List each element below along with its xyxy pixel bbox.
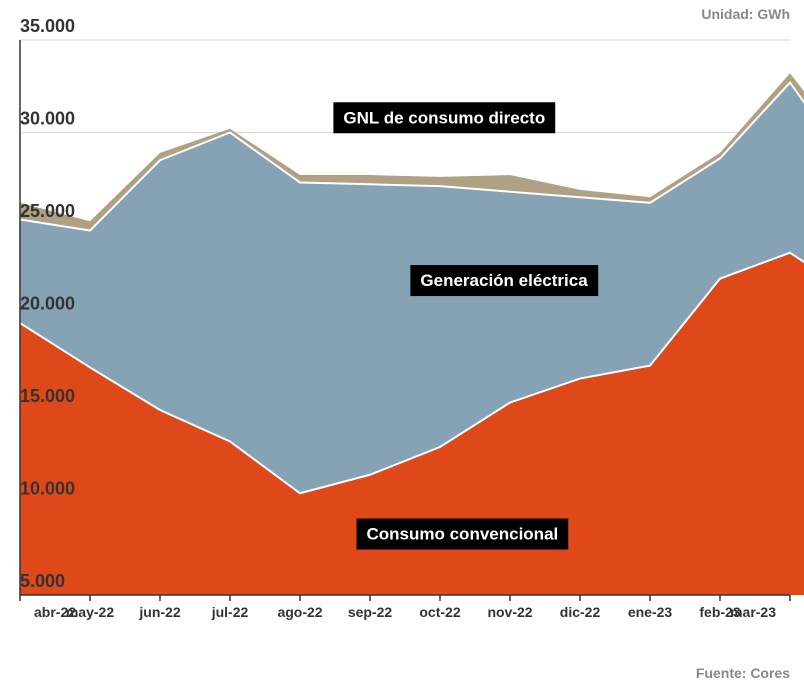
svg-text:Consumo convencional: Consumo convencional bbox=[367, 525, 559, 544]
svg-text:GNL de consumo directo: GNL de consumo directo bbox=[343, 108, 545, 127]
svg-text:15.000: 15.000 bbox=[20, 386, 75, 406]
svg-text:20.000: 20.000 bbox=[20, 294, 75, 314]
source-label: Fuente: Cores bbox=[696, 665, 790, 681]
svg-text:5.000: 5.000 bbox=[20, 571, 65, 591]
unit-label: Unidad: GWh bbox=[701, 6, 790, 22]
svg-text:oct-22: oct-22 bbox=[419, 604, 460, 620]
svg-text:nov-22: nov-22 bbox=[487, 604, 532, 620]
svg-text:ago-22: ago-22 bbox=[277, 604, 322, 620]
svg-text:dic-22: dic-22 bbox=[560, 604, 601, 620]
chart-container: Unidad: GWh 5.000 10.000 15.000 20.000 25.00… bbox=[0, 0, 804, 687]
svg-text:30.000: 30.000 bbox=[20, 109, 75, 129]
svg-text:ene-23: ene-23 bbox=[628, 604, 673, 620]
svg-text:25.000: 25.000 bbox=[20, 201, 75, 221]
area-chart: 5.000 10.000 15.000 20.000 25.000 30.000 35.00… bbox=[0, 0, 804, 660]
svg-text:mar-23: mar-23 bbox=[730, 604, 776, 620]
svg-text:sep-22: sep-22 bbox=[348, 604, 393, 620]
svg-text:may-22: may-22 bbox=[66, 604, 114, 620]
svg-text:jun-22: jun-22 bbox=[138, 604, 180, 620]
svg-text:Generación eléctrica: Generación eléctrica bbox=[420, 271, 588, 290]
svg-text:10.000: 10.000 bbox=[20, 479, 75, 499]
svg-text:jul-22: jul-22 bbox=[211, 604, 249, 620]
svg-text:35.000: 35.000 bbox=[20, 16, 75, 36]
